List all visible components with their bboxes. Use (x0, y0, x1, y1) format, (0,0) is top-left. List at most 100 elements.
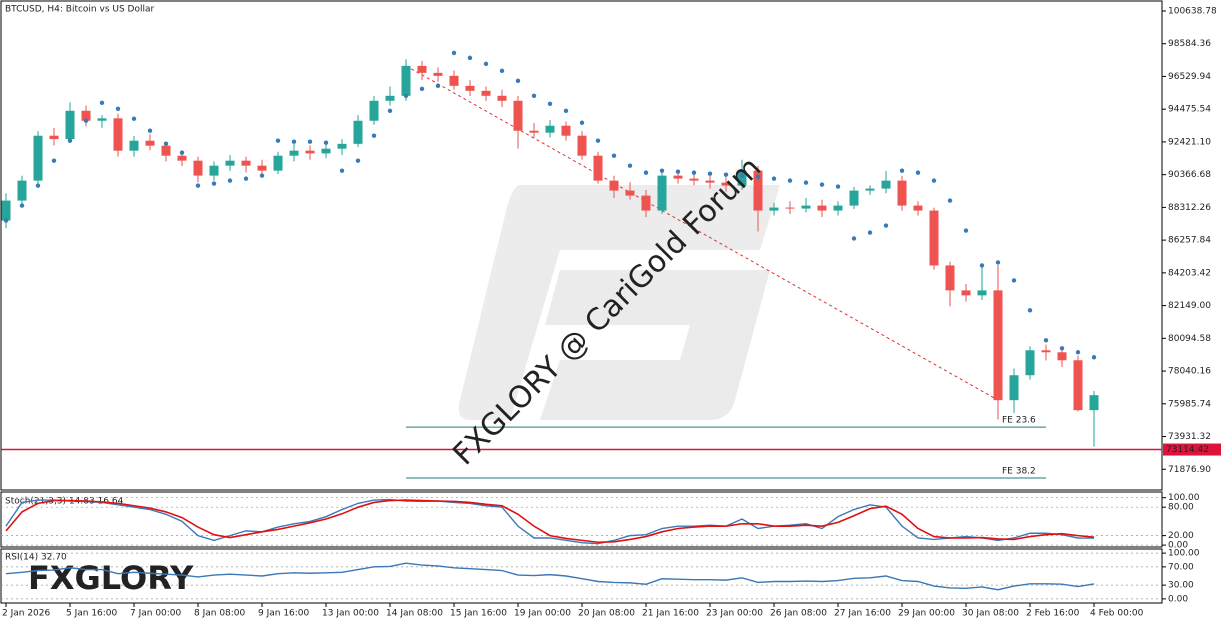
candle-body (801, 205, 811, 209)
candle-body (833, 205, 843, 211)
x-tick-label: 14 Jan 08:00 (386, 609, 443, 619)
candle-body (353, 120, 363, 144)
sar-dot (371, 133, 377, 138)
y-tick-label: 80094.58 (1168, 334, 1211, 344)
sar-dot (211, 181, 217, 186)
x-tick-label: 27 Jan 16:00 (834, 609, 891, 619)
candle-body (961, 290, 971, 296)
sar-dot (83, 118, 89, 123)
sar-dot (67, 138, 73, 143)
candle-body (481, 90, 491, 96)
y-tick-label: 96529.94 (1168, 72, 1211, 82)
price-label-box (1163, 443, 1221, 456)
candle-body (433, 72, 443, 76)
candle-body (273, 155, 283, 171)
sar-dot (915, 170, 921, 175)
y-tick-label: 88312.26 (1168, 203, 1211, 213)
stoch-title: Stoch(21,3,3) 14.83 16.64 (5, 497, 124, 507)
sar-dot (803, 180, 809, 185)
y-tick-label: 0.00 (1168, 541, 1188, 551)
sar-dot (51, 158, 57, 163)
candle-body (737, 170, 747, 186)
x-tick-label: 23 Jan 00:00 (706, 609, 763, 619)
sar-dot (707, 171, 713, 176)
candle-body (17, 180, 27, 201)
candle-body (609, 180, 619, 191)
sar-dot (35, 183, 41, 188)
y-tick-label: 98584.36 (1168, 39, 1211, 49)
candle-body (929, 210, 939, 266)
sar-dot (1075, 350, 1081, 355)
sar-dot (531, 93, 537, 99)
candle-body (209, 165, 219, 176)
sar-dot (387, 108, 393, 113)
sar-dot (451, 50, 457, 56)
fe-label: FE 38.2 (1002, 467, 1036, 477)
y-tick-label: 20.00 (1168, 531, 1194, 541)
candle-body (321, 148, 331, 154)
y-tick-label: 94475.54 (1168, 105, 1211, 115)
sar-dot (1011, 278, 1017, 283)
sar-dot (1059, 346, 1065, 351)
y-tick-label: 75985.74 (1168, 399, 1211, 409)
chart-title: BTCUSD, H4: Bitcoin vs US Dollar (5, 5, 154, 15)
candle-body (689, 178, 699, 181)
x-tick-label: 9 Jan 16:00 (258, 609, 310, 619)
y-tick-label: 78040.16 (1168, 367, 1211, 377)
sar-dot (899, 168, 905, 173)
candle-body (785, 207, 795, 209)
sar-dot (627, 163, 633, 168)
sar-dot (163, 141, 169, 146)
sar-dot (483, 61, 489, 67)
candle-body (1041, 350, 1051, 353)
sar-dot (259, 173, 265, 178)
candle-body (193, 160, 203, 176)
x-tick-label: 15 Jan 16:00 (450, 609, 507, 619)
sar-dot (739, 173, 745, 178)
sar-dot (515, 78, 521, 84)
candle-body (129, 140, 139, 151)
y-tick-label: 73931.32 (1168, 432, 1211, 442)
x-tick-label: 7 Jan 00:00 (130, 609, 182, 619)
x-tick-label: 5 Jan 16:00 (66, 609, 118, 619)
sar-dot (131, 116, 137, 121)
candle-body (817, 205, 827, 211)
candle-body (177, 155, 187, 161)
candle-body (417, 65, 427, 73)
candle-body (625, 190, 635, 196)
watermark-logo (458, 185, 780, 420)
candle-body (1057, 352, 1067, 361)
sar-dot (147, 128, 153, 133)
x-tick-label: 2 Jan 2026 (2, 609, 50, 619)
y-tick-label: 100.00 (1168, 549, 1200, 559)
candle-body (673, 175, 683, 179)
candle-body (65, 110, 75, 140)
y-tick-label: 30.00 (1168, 581, 1194, 591)
candle-body (641, 195, 651, 211)
candle-body (721, 182, 731, 186)
sar-dot (867, 230, 873, 235)
sar-dot (595, 138, 601, 143)
sar-dot (835, 184, 841, 189)
sar-dot (563, 108, 569, 113)
sar-dot (1043, 338, 1049, 343)
y-tick-label: 84203.42 (1168, 268, 1211, 278)
sar-dot (659, 168, 665, 173)
sar-dot (1091, 355, 1097, 360)
x-tick-label: 20 Jan 08:00 (578, 609, 635, 619)
x-tick-label: 21 Jan 16:00 (642, 609, 699, 619)
candle-body (97, 118, 107, 121)
sar-dot (755, 174, 761, 179)
candle-body (369, 100, 379, 121)
candle-body (33, 135, 43, 181)
candle-body (289, 150, 299, 156)
sar-dot (435, 83, 441, 89)
sar-dot (243, 176, 249, 181)
sar-dot (227, 178, 233, 183)
candle-body (385, 95, 395, 101)
x-tick-label: 2 Feb 16:00 (1026, 609, 1080, 619)
sar-dot (19, 203, 25, 208)
candle-body (913, 205, 923, 211)
y-tick-label: 82149.00 (1168, 301, 1211, 311)
candle-body (1, 200, 11, 221)
